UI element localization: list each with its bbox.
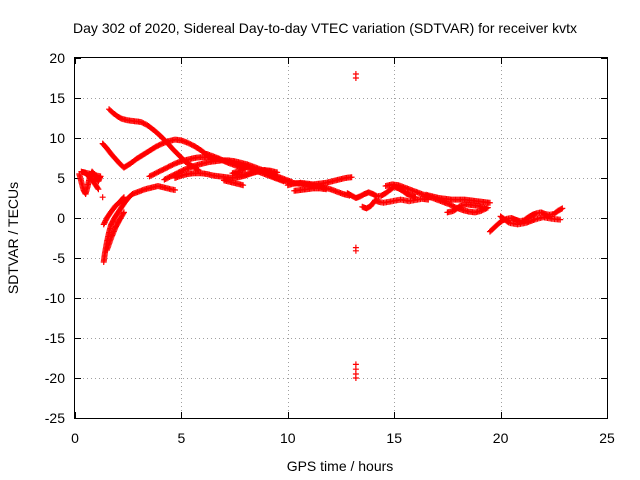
x-tick-labels: 0 5 10 15 20 25 xyxy=(71,430,615,446)
y-tick-label: 5 xyxy=(57,170,65,186)
data-point xyxy=(119,211,126,218)
y-tick-label: 15 xyxy=(49,90,65,106)
data-point xyxy=(112,111,119,118)
data-point xyxy=(148,125,155,132)
data-point xyxy=(150,171,157,178)
data-point xyxy=(137,153,144,160)
data-point xyxy=(114,201,121,207)
data-point xyxy=(493,222,500,229)
data-point xyxy=(352,75,359,81)
y-tick-label: -10 xyxy=(45,290,65,306)
chart-title: Day 302 of 2020, Sidereal Day-to-day VTE… xyxy=(73,20,577,36)
data-point xyxy=(220,157,227,164)
data-point xyxy=(127,193,134,199)
data-point xyxy=(119,202,126,209)
data-point xyxy=(141,120,148,127)
data-point xyxy=(485,199,492,206)
data-point xyxy=(195,145,202,152)
x-tick-label: 5 xyxy=(178,430,186,446)
data-point xyxy=(352,247,359,254)
data-point xyxy=(102,143,109,150)
data-point xyxy=(154,130,161,137)
data-point xyxy=(347,174,354,181)
data-point xyxy=(521,220,528,227)
data-point xyxy=(489,226,496,233)
data-point xyxy=(123,197,130,204)
data-point xyxy=(94,185,101,192)
axis-ticks xyxy=(75,58,608,419)
data-point xyxy=(110,205,117,212)
data-point xyxy=(106,148,113,155)
y-tick-labels: -25 -20 -15 -10 -5 0 5 10 15 20 xyxy=(45,50,65,426)
data-point xyxy=(108,108,115,115)
data-point xyxy=(102,217,109,224)
y-tick-label: -5 xyxy=(53,250,66,266)
x-tick-label: 20 xyxy=(493,430,509,446)
x-axis-label: GPS time / hours xyxy=(287,458,394,474)
data-point xyxy=(170,186,177,193)
y-axis-label: SDTVAR / TECUs xyxy=(5,182,21,294)
data-point xyxy=(114,158,121,165)
data-point xyxy=(163,165,170,172)
data-point xyxy=(497,219,504,225)
data-point xyxy=(111,215,118,222)
data-point xyxy=(321,186,328,193)
data-point xyxy=(530,217,537,224)
y-tick-label: 0 xyxy=(57,210,65,226)
y-tick-label: -20 xyxy=(45,370,65,386)
data-point xyxy=(169,161,176,168)
x-tick-label: 15 xyxy=(386,430,402,446)
data-point xyxy=(106,210,113,217)
data-point xyxy=(115,209,122,216)
data-point xyxy=(144,149,151,156)
data-point xyxy=(118,162,125,169)
data-point xyxy=(165,174,172,181)
data-point xyxy=(93,184,100,191)
y-tick-label: -25 xyxy=(45,410,65,426)
grid xyxy=(75,58,607,418)
data-point xyxy=(523,215,530,222)
data-point xyxy=(115,218,122,225)
data-point xyxy=(558,206,565,212)
plot-frame xyxy=(74,57,608,419)
data-point xyxy=(125,161,132,168)
data-point xyxy=(99,194,106,201)
data-point xyxy=(91,180,98,187)
data-point xyxy=(503,218,510,225)
data-point xyxy=(352,375,359,381)
x-tick-label: 10 xyxy=(280,430,296,446)
data-point xyxy=(84,184,91,191)
data-point xyxy=(552,209,559,216)
data-points xyxy=(76,71,566,381)
data-point xyxy=(272,169,279,176)
data-point xyxy=(555,216,562,223)
data-point xyxy=(150,145,157,152)
data-point xyxy=(78,177,85,184)
data-point xyxy=(188,141,195,148)
data-point xyxy=(168,144,175,151)
data-point xyxy=(120,210,127,217)
data-point xyxy=(107,236,114,243)
y-tick-label: -15 xyxy=(45,330,65,346)
data-point xyxy=(174,150,181,157)
y-tick-label: 20 xyxy=(49,50,65,66)
data-point xyxy=(156,168,163,175)
data-point xyxy=(455,204,462,211)
x-tick-label: 25 xyxy=(599,430,615,446)
data-point xyxy=(120,195,127,202)
data-point xyxy=(156,141,163,148)
data-point xyxy=(131,157,138,164)
data-point xyxy=(238,181,245,188)
data-point xyxy=(119,196,126,203)
data-point xyxy=(384,188,391,195)
x-tick-label: 0 xyxy=(71,430,79,446)
data-point xyxy=(481,204,488,211)
data-point xyxy=(267,172,274,179)
y-tick-label: 10 xyxy=(49,130,65,146)
